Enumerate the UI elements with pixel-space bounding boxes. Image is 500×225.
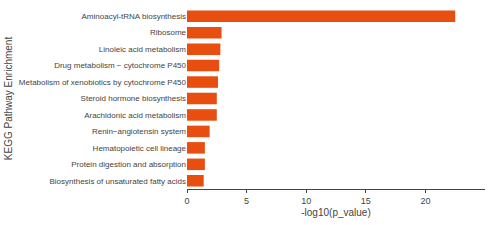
svg-text:Arachidonic acid metabolism: Arachidonic acid metabolism: [84, 111, 186, 120]
svg-text:Drug metabolism − cytochrome P: Drug metabolism − cytochrome P450: [54, 61, 186, 70]
svg-text:Renin−angiotensin system: Renin−angiotensin system: [92, 127, 186, 136]
svg-text:Hematopoietic cell lineage: Hematopoietic cell lineage: [93, 144, 187, 153]
svg-text:Protein digestion and absorpti: Protein digestion and absorption: [71, 160, 186, 169]
svg-text:Linoleic acid metabolism: Linoleic acid metabolism: [99, 45, 186, 54]
svg-text:0: 0: [184, 196, 189, 206]
svg-text:Metabolism of xenobiotics by c: Metabolism of xenobiotics by cytochrome …: [19, 78, 187, 87]
svg-text:KEGG Pathway Enrichment: KEGG Pathway Enrichment: [3, 37, 14, 161]
svg-text:20: 20: [420, 196, 430, 206]
svg-text:Steroid hormone biosynthesis: Steroid hormone biosynthesis: [81, 94, 186, 103]
svg-text:-log10(p_value): -log10(p_value): [301, 207, 371, 218]
svg-text:Biosynthesis of unsaturated fa: Biosynthesis of unsaturated fatty acids: [49, 177, 186, 186]
svg-text:15: 15: [361, 196, 371, 206]
svg-text:Ribosome: Ribosome: [150, 28, 187, 37]
svg-text:5: 5: [244, 196, 249, 206]
svg-text:10: 10: [301, 196, 311, 206]
svg-text:Aminoacyl-tRNA biosynthesis: Aminoacyl-tRNA biosynthesis: [82, 12, 186, 21]
